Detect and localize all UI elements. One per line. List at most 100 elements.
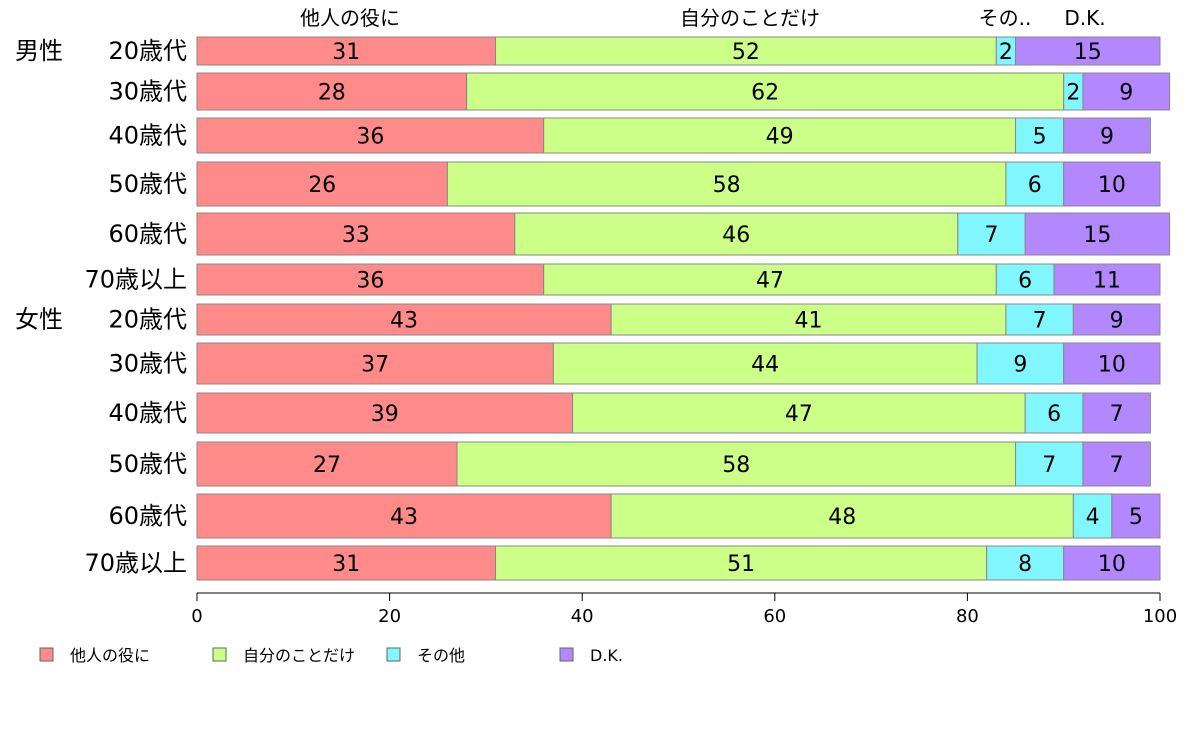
bar-value-label-7-1: 44 <box>751 353 779 378</box>
top-label-0: 他人の役に <box>300 6 400 30</box>
bar-value-label-2-1: 49 <box>766 125 794 150</box>
bar-segment-5-3 <box>1053 263 1161 296</box>
bar-value-label-2-3: 9 <box>1100 125 1114 150</box>
bar-value-label-0-0: 31 <box>332 40 360 65</box>
x-tick-label-3: 60 <box>763 606 786 627</box>
bar-value-label-1-0: 28 <box>318 81 346 106</box>
bar-value-label-6-0: 43 <box>390 309 418 334</box>
bar-value-label-11-1: 51 <box>727 552 755 577</box>
bar-segment-9-2 <box>1015 441 1084 487</box>
bar-value-label-1-2: 2 <box>1066 81 1080 106</box>
legend-swatch-1 <box>212 647 227 662</box>
bar-segment-7-0 <box>196 342 554 385</box>
bar-value-label-4-3: 15 <box>1083 223 1111 248</box>
legend-swatch-2 <box>386 647 401 662</box>
legend-label-2: その他 <box>417 646 465 665</box>
bar-value-label-11-0: 31 <box>332 552 360 577</box>
bar-segment-6-1 <box>610 303 1007 336</box>
x-tick-label-4: 80 <box>956 606 979 627</box>
bar-segment-6-3 <box>1072 303 1161 336</box>
bar-value-label-10-3: 5 <box>1129 505 1143 530</box>
bar-value-label-10-1: 48 <box>828 505 856 530</box>
legend-swatch-3 <box>559 647 574 662</box>
bar-value-label-6-3: 9 <box>1110 309 1124 334</box>
bar-segment-7-1 <box>552 342 978 385</box>
bar-segment-11-2 <box>986 545 1065 581</box>
row-group-label-6: 女性 <box>15 306 63 334</box>
x-axis: 0 20 40 60 80 100 <box>191 592 1177 627</box>
bar-value-label-6-1: 41 <box>795 309 823 334</box>
bar-value-label-2-2: 5 <box>1033 125 1047 150</box>
bar-segment-0-0 <box>196 36 497 66</box>
bar-segment-6-0 <box>196 303 612 336</box>
bar-value-label-10-0: 43 <box>390 505 418 530</box>
bar-segment-10-1 <box>610 493 1074 539</box>
bar-segment-0-3 <box>1015 36 1161 66</box>
bar-segment-8-3 <box>1082 392 1151 434</box>
bar-segment-3-3 <box>1063 161 1161 207</box>
row-group-label-0: 男性 <box>15 37 63 65</box>
bar-value-label-5-2: 6 <box>1018 269 1032 294</box>
row-label-3: 50歳代 <box>108 170 187 198</box>
bar-value-label-9-2: 7 <box>1042 453 1056 478</box>
bar-segment-4-2 <box>957 212 1026 256</box>
row-label-5: 70歳以上 <box>84 266 187 294</box>
row-label-11: 70歳以上 <box>84 549 187 577</box>
bar-value-label-0-3: 15 <box>1074 40 1102 65</box>
bar-segment-0-1 <box>495 36 997 66</box>
bar-value-label-7-0: 37 <box>361 353 389 378</box>
bar-value-label-8-2: 6 <box>1047 402 1061 427</box>
bar-value-label-3-2: 6 <box>1028 173 1042 198</box>
bar-segment-3-2 <box>1005 161 1065 207</box>
bar-segment-3-0 <box>196 161 448 207</box>
legend: 他人の役に 自分のことだけ その他 D.K. <box>39 646 623 665</box>
bar-value-label-5-3: 11 <box>1093 269 1121 294</box>
bar-value-label-4-0: 33 <box>342 223 370 248</box>
bar-value-label-0-2: 2 <box>999 40 1013 65</box>
x-tick-label-1: 20 <box>378 606 401 627</box>
top-labels: 他人の役に 自分のことだけ その.. D.K. <box>300 6 1106 30</box>
row-label-8: 40歳代 <box>108 399 187 427</box>
bar-value-label-7-3: 10 <box>1098 353 1126 378</box>
top-label-2: その.. <box>979 6 1032 30</box>
bar-value-label-9-1: 58 <box>722 453 750 478</box>
bar-value-label-8-1: 47 <box>785 402 813 427</box>
bar-value-label-1-1: 62 <box>751 81 779 106</box>
bar-segment-1-0 <box>196 72 468 111</box>
bar-segment-8-2 <box>1024 392 1084 434</box>
bar-segment-11-3 <box>1063 545 1161 581</box>
bar-value-label-11-2: 8 <box>1018 552 1032 577</box>
bar-segment-9-0 <box>196 441 458 487</box>
row-label-4: 60歳代 <box>108 220 187 248</box>
row-label-6: 20歳代 <box>108 306 187 334</box>
bar-segment-10-2 <box>1072 493 1113 539</box>
bar-value-label-3-3: 10 <box>1098 173 1126 198</box>
bar-value-label-1-3: 9 <box>1119 81 1133 106</box>
bar-segment-11-0 <box>196 545 497 581</box>
legend-label-3: D.K. <box>590 646 623 665</box>
top-label-1: 自分のことだけ <box>680 6 820 30</box>
bar-segment-2-1 <box>543 117 1017 154</box>
bar-value-label-3-1: 58 <box>713 173 741 198</box>
bar-segment-8-1 <box>572 392 1026 434</box>
row-label-9: 50歳代 <box>108 450 187 478</box>
bar-segment-2-3 <box>1063 117 1151 154</box>
row-label-10: 60歳代 <box>108 502 187 530</box>
row-label-0: 20歳代 <box>108 37 187 65</box>
legend-label-0: 他人の役に <box>70 646 150 665</box>
bar-segment-3-1 <box>446 161 1007 207</box>
bar-value-label-10-2: 4 <box>1086 505 1100 530</box>
bar-value-label-9-0: 27 <box>313 453 341 478</box>
bar-segment-10-3 <box>1111 493 1161 539</box>
bar-segment-1-3 <box>1082 72 1171 111</box>
legend-label-1: 自分のことだけ <box>243 646 355 665</box>
x-tick-label-2: 40 <box>571 606 594 627</box>
bar-value-label-0-1: 52 <box>732 40 760 65</box>
bar-segment-4-3 <box>1024 212 1171 256</box>
bar-value-label-4-2: 7 <box>984 223 998 248</box>
bar-value-label-6-2: 7 <box>1033 309 1047 334</box>
bar-segment-7-2 <box>976 342 1065 385</box>
